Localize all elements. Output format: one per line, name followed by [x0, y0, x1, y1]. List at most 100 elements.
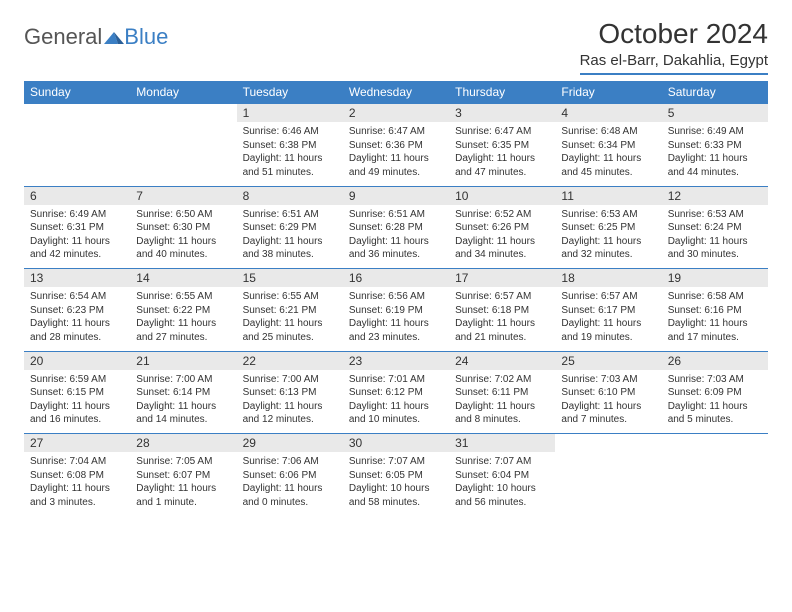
day-day2-text: and 17 minutes. [668, 331, 762, 345]
day-number-cell: 12 [662, 186, 768, 205]
daynum-row: 6789101112 [24, 186, 768, 205]
day-detail-cell: Sunrise: 6:51 AMSunset: 6:29 PMDaylight:… [237, 205, 343, 269]
day-sunset-text: Sunset: 6:31 PM [30, 221, 124, 235]
day-detail-cell: Sunrise: 6:53 AMSunset: 6:24 PMDaylight:… [662, 205, 768, 269]
day-detail-cell: Sunrise: 7:03 AMSunset: 6:10 PMDaylight:… [555, 370, 661, 434]
day-sunset-text: Sunset: 6:16 PM [668, 304, 762, 318]
day-number-cell: 14 [130, 269, 236, 288]
day-number-cell [130, 104, 236, 123]
day-detail-cell: Sunrise: 6:50 AMSunset: 6:30 PMDaylight:… [130, 205, 236, 269]
day-detail-cell: Sunrise: 6:49 AMSunset: 6:33 PMDaylight:… [662, 122, 768, 186]
day-sunset-text: Sunset: 6:34 PM [561, 139, 655, 153]
day-number-cell: 18 [555, 269, 661, 288]
day-day1-text: Daylight: 11 hours [243, 317, 337, 331]
day-number-cell: 21 [130, 351, 236, 370]
day-number-cell [662, 434, 768, 453]
day-sunrise-text: Sunrise: 6:56 AM [349, 290, 443, 304]
day-detail-cell: Sunrise: 6:54 AMSunset: 6:23 PMDaylight:… [24, 287, 130, 351]
day-sunset-text: Sunset: 6:07 PM [136, 469, 230, 483]
day-day1-text: Daylight: 11 hours [136, 400, 230, 414]
day-sunset-text: Sunset: 6:25 PM [561, 221, 655, 235]
day-detail-cell: Sunrise: 7:07 AMSunset: 6:04 PMDaylight:… [449, 452, 555, 516]
day-sunrise-text: Sunrise: 6:51 AM [349, 208, 443, 222]
day-day1-text: Daylight: 11 hours [243, 235, 337, 249]
dow-tuesday: Tuesday [237, 81, 343, 104]
day-number-cell: 3 [449, 104, 555, 123]
day-sunset-text: Sunset: 6:14 PM [136, 386, 230, 400]
day-number-cell: 17 [449, 269, 555, 288]
day-number-cell: 15 [237, 269, 343, 288]
day-sunset-text: Sunset: 6:36 PM [349, 139, 443, 153]
detail-row: Sunrise: 6:46 AMSunset: 6:38 PMDaylight:… [24, 122, 768, 186]
day-detail-cell [130, 122, 236, 186]
day-day1-text: Daylight: 11 hours [561, 235, 655, 249]
calendar-table: Sunday Monday Tuesday Wednesday Thursday… [24, 81, 768, 516]
day-day2-text: and 14 minutes. [136, 413, 230, 427]
month-title: October 2024 [580, 18, 768, 50]
day-day2-text: and 34 minutes. [455, 248, 549, 262]
day-sunrise-text: Sunrise: 7:01 AM [349, 373, 443, 387]
day-day2-text: and 40 minutes. [136, 248, 230, 262]
day-day2-text: and 7 minutes. [561, 413, 655, 427]
brand-logo: General Blue [24, 18, 168, 50]
day-day2-text: and 1 minute. [136, 496, 230, 510]
day-sunrise-text: Sunrise: 6:57 AM [455, 290, 549, 304]
day-sunrise-text: Sunrise: 7:07 AM [455, 455, 549, 469]
day-day1-text: Daylight: 11 hours [349, 400, 443, 414]
day-number-cell: 11 [555, 186, 661, 205]
day-sunrise-text: Sunrise: 7:07 AM [349, 455, 443, 469]
brand-part1: General [24, 24, 102, 50]
day-day2-text: and 8 minutes. [455, 413, 549, 427]
day-detail-cell: Sunrise: 7:01 AMSunset: 6:12 PMDaylight:… [343, 370, 449, 434]
day-detail-cell: Sunrise: 6:56 AMSunset: 6:19 PMDaylight:… [343, 287, 449, 351]
day-detail-cell: Sunrise: 7:07 AMSunset: 6:05 PMDaylight:… [343, 452, 449, 516]
day-day2-text: and 30 minutes. [668, 248, 762, 262]
day-sunrise-text: Sunrise: 6:55 AM [136, 290, 230, 304]
day-number-cell: 2 [343, 104, 449, 123]
day-detail-cell: Sunrise: 7:00 AMSunset: 6:14 PMDaylight:… [130, 370, 236, 434]
day-number-cell: 1 [237, 104, 343, 123]
day-sunrise-text: Sunrise: 6:50 AM [136, 208, 230, 222]
day-day1-text: Daylight: 11 hours [30, 317, 124, 331]
day-sunrise-text: Sunrise: 6:47 AM [349, 125, 443, 139]
day-detail-cell [662, 452, 768, 516]
day-detail-cell: Sunrise: 7:05 AMSunset: 6:07 PMDaylight:… [130, 452, 236, 516]
day-sunrise-text: Sunrise: 7:05 AM [136, 455, 230, 469]
day-sunrise-text: Sunrise: 7:00 AM [136, 373, 230, 387]
day-sunrise-text: Sunrise: 6:51 AM [243, 208, 337, 222]
day-sunrise-text: Sunrise: 6:59 AM [30, 373, 124, 387]
day-sunset-text: Sunset: 6:17 PM [561, 304, 655, 318]
day-day1-text: Daylight: 11 hours [668, 152, 762, 166]
dow-saturday: Saturday [662, 81, 768, 104]
day-number-cell: 22 [237, 351, 343, 370]
brand-triangle-icon [104, 24, 124, 50]
day-number-cell: 29 [237, 434, 343, 453]
detail-row: Sunrise: 6:54 AMSunset: 6:23 PMDaylight:… [24, 287, 768, 351]
day-sunrise-text: Sunrise: 7:03 AM [561, 373, 655, 387]
day-day2-text: and 58 minutes. [349, 496, 443, 510]
day-day1-text: Daylight: 11 hours [136, 317, 230, 331]
day-detail-cell [24, 122, 130, 186]
day-sunset-text: Sunset: 6:18 PM [455, 304, 549, 318]
day-sunset-text: Sunset: 6:24 PM [668, 221, 762, 235]
day-number-cell: 8 [237, 186, 343, 205]
day-detail-cell: Sunrise: 6:48 AMSunset: 6:34 PMDaylight:… [555, 122, 661, 186]
day-day2-text: and 42 minutes. [30, 248, 124, 262]
day-day1-text: Daylight: 11 hours [561, 152, 655, 166]
day-sunrise-text: Sunrise: 7:03 AM [668, 373, 762, 387]
day-day1-text: Daylight: 10 hours [349, 482, 443, 496]
day-detail-cell: Sunrise: 6:46 AMSunset: 6:38 PMDaylight:… [237, 122, 343, 186]
day-sunset-text: Sunset: 6:09 PM [668, 386, 762, 400]
day-number-cell: 25 [555, 351, 661, 370]
day-number-cell: 4 [555, 104, 661, 123]
day-day1-text: Daylight: 11 hours [349, 317, 443, 331]
day-sunset-text: Sunset: 6:15 PM [30, 386, 124, 400]
day-day2-text: and 47 minutes. [455, 166, 549, 180]
day-day1-text: Daylight: 10 hours [455, 482, 549, 496]
detail-row: Sunrise: 6:59 AMSunset: 6:15 PM Daylight:… [24, 370, 768, 434]
day-day1-text: Daylight: 11 hours [561, 400, 655, 414]
dow-sunday: Sunday [24, 81, 130, 104]
day-day1-text: Daylight: 11 hours [349, 152, 443, 166]
day-detail-cell: Sunrise: 6:57 AMSunset: 6:17 PMDaylight:… [555, 287, 661, 351]
day-sunrise-text: Sunrise: 6:57 AM [561, 290, 655, 304]
